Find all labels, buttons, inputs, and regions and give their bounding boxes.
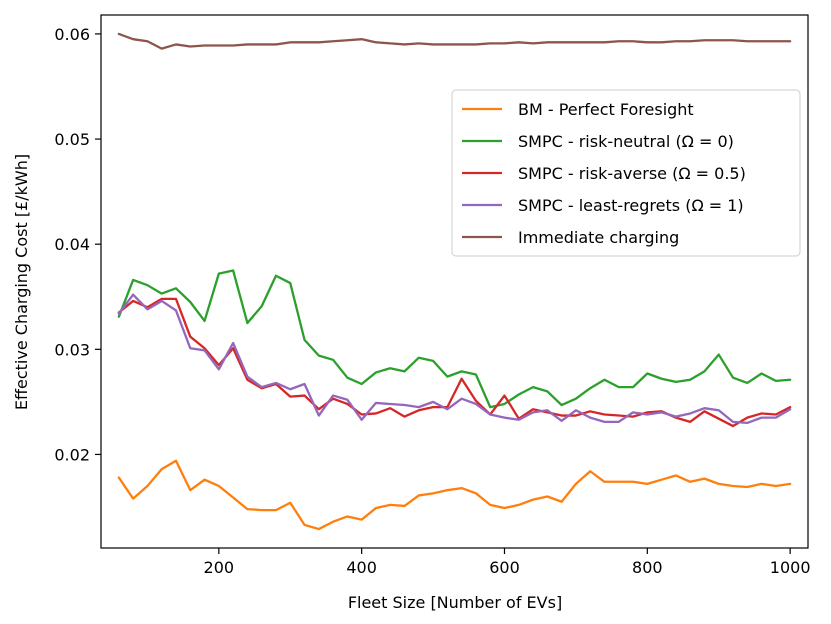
series-line-2: [117, 269, 792, 409]
legend-label-5: Immediate charging: [518, 228, 679, 247]
series-line-5: [117, 32, 792, 50]
y-tick-label: 0.06: [54, 25, 90, 44]
x-tick-label: 600: [489, 558, 520, 577]
legend-label-2: SMPC - risk-neutral (Ω = 0): [518, 132, 734, 151]
y-tick-label: 0.03: [54, 340, 90, 359]
y-tick-label: 0.02: [54, 445, 90, 464]
x-tick-label: 800: [632, 558, 663, 577]
x-tick-label: 400: [346, 558, 377, 577]
legend-label-4: SMPC - least-regrets (Ω = 1): [518, 196, 744, 215]
y-tick-label: 0.04: [54, 235, 90, 254]
series-line-4: [117, 293, 792, 425]
legend-label-1: BM - Perfect Foresight: [518, 100, 694, 119]
x-axis: 200 400 600 800 1000: [204, 548, 811, 577]
x-tick-label: 200: [204, 558, 235, 577]
x-tick-label: 1000: [770, 558, 811, 577]
series-layer: [117, 32, 792, 531]
series-line-3: [117, 297, 792, 428]
y-tick-label: 0.05: [54, 130, 90, 149]
series-line-1: [117, 459, 792, 531]
plot-frame: [100, 14, 809, 549]
legend-label-3: SMPC - risk-averse (Ω = 0.5): [518, 164, 746, 183]
y-axis-title: Effective Charging Cost [£/kWh]: [12, 154, 31, 410]
x-axis-title: Fleet Size [Number of EVs]: [348, 593, 562, 612]
legend: BM - Perfect Foresight SMPC - risk-neutra…: [451, 89, 801, 257]
legend-box: [451, 89, 801, 257]
y-axis: 0.02 0.03 0.04 0.05 0.06: [54, 25, 101, 464]
